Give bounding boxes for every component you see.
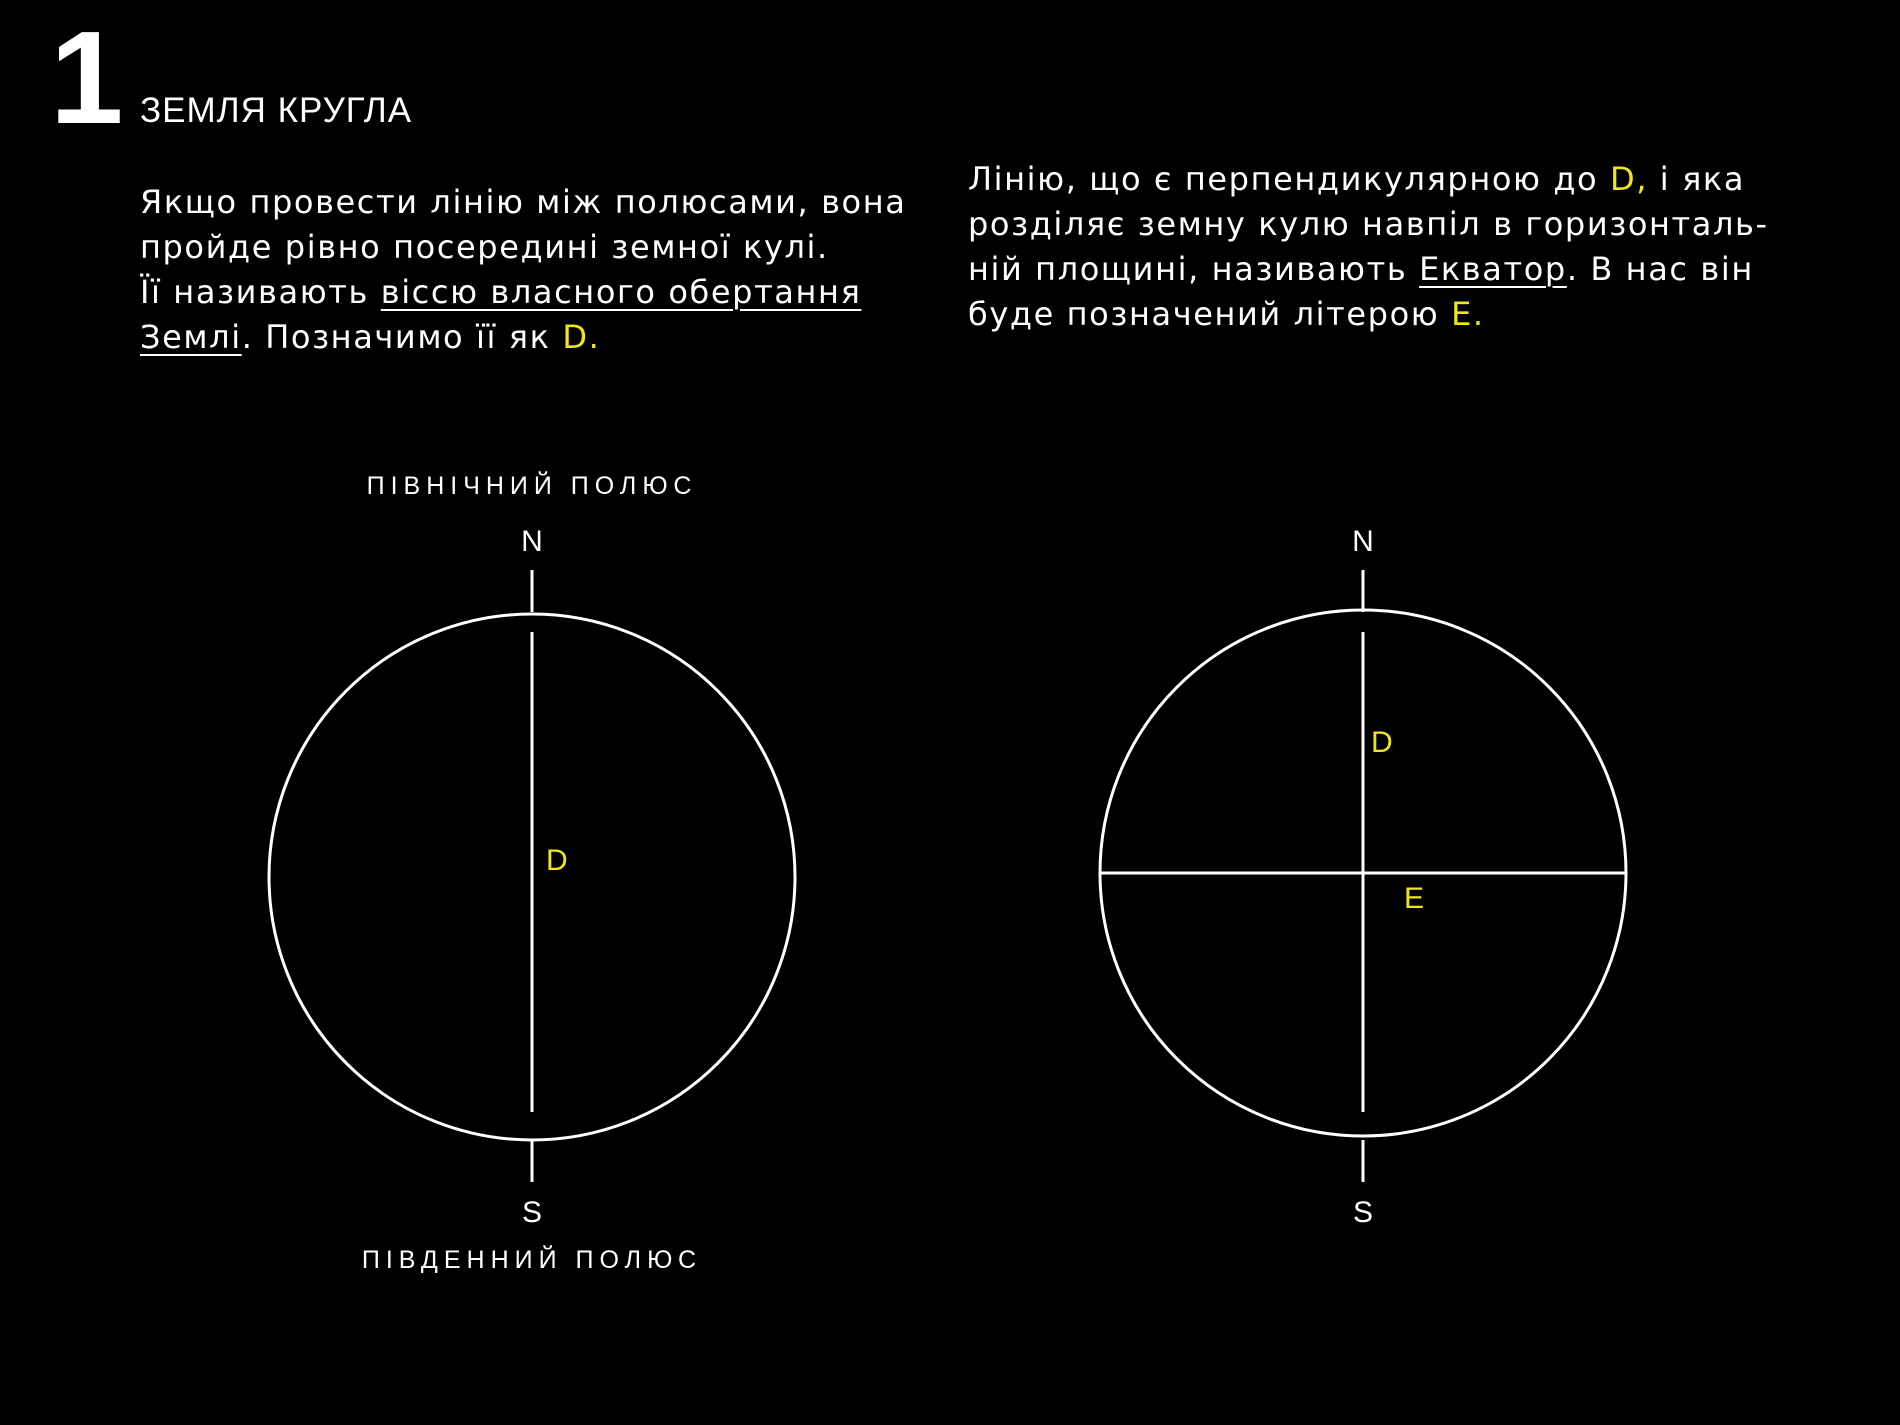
equator-description-line-2: розділяє земну кулю навпіл в горизонталь… [968, 205, 1769, 243]
south-pole-label: ПІВДЕННИЙ ПОЛЮС [362, 1244, 702, 1274]
equator-link[interactable]: Екватор [1419, 250, 1567, 288]
axis-label-left: D [546, 844, 568, 877]
equator-description-line-1-end: і яка [1648, 160, 1746, 198]
axis-letter-d: D. [562, 318, 601, 356]
north-letter-left: N [521, 525, 543, 558]
section-title: ЗЕМЛЯ КРУГЛА [140, 91, 413, 130]
rotation-axis-link[interactable]: віссю власного обертання [380, 273, 862, 311]
equator-description: Лінію, що є перпендикулярною до D, і яка… [968, 157, 1848, 337]
south-letter-left: S [522, 1196, 542, 1229]
axis-description: Якщо провести лінію між полюсами, вона п… [140, 180, 920, 360]
equator-letter-e: E. [1451, 295, 1485, 333]
axis-description-line-1: Якщо провести лінію між полюсами, вона [140, 183, 907, 221]
right-globe-diagram: N D E S [1098, 525, 1628, 1229]
axis-description-line-2: пройде рівно посередині земної кулі. [140, 228, 829, 266]
left-globe-diagram: ПІВНІЧНИЙ ПОЛЮС N D S ПІВДЕННИЙ ПОЛЮС [267, 470, 797, 1274]
earth-link[interactable]: Землі [140, 318, 242, 356]
axis-description-line-4: . Позначимо її як [241, 318, 563, 356]
north-letter-right: N [1352, 525, 1374, 558]
equator-label: E [1404, 882, 1424, 915]
equator-description-line-4: буде позначений літерою [968, 295, 1452, 333]
equator-description-line-1: Лінію, що є перпендикулярною до [968, 160, 1611, 198]
section-number: 1 [50, 4, 124, 151]
equator-description-line-3: ній площині, називають [968, 250, 1420, 288]
equator-description-line-3-end: . В нас він [1566, 250, 1754, 288]
axis-description-line-3: Її називають [140, 273, 381, 311]
axis-letter-d-ref: D, [1610, 160, 1649, 198]
south-letter-right: S [1353, 1196, 1373, 1229]
axis-label-right: D [1371, 726, 1393, 759]
north-pole-label: ПІВНІЧНИЙ ПОЛЮС [367, 470, 698, 500]
